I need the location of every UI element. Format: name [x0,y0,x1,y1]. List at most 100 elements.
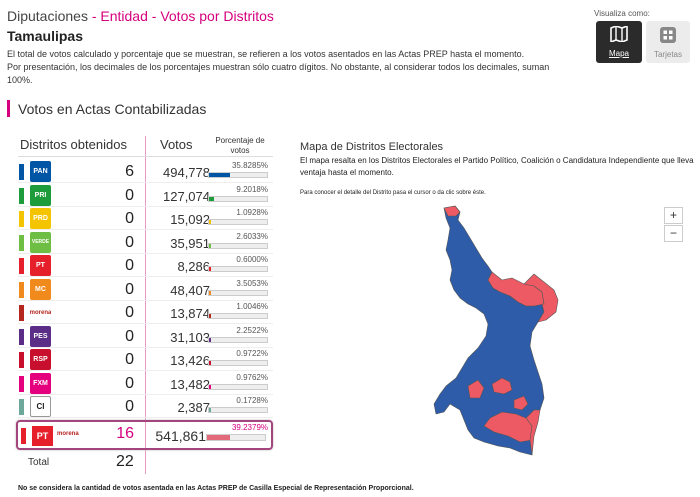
row-porcentaje: 3.5053% [236,278,268,288]
row-progress-track [208,336,268,343]
party-color-strip [19,352,24,368]
map-description: El mapa resalta en los Distritos Elector… [300,156,694,177]
winner-row[interactable]: PT morena 16 541,861 39.2379% [16,420,273,450]
party-color-strip [21,428,26,444]
description-line1: El total de votos calculado y porcentaje… [7,49,525,59]
breadcrumb-entidad[interactable]: Entidad [100,8,148,24]
zoom-in-button[interactable]: + [664,207,683,224]
party-color-strip [19,281,24,298]
party-logo-icon: morena [30,302,51,323]
row-progress-fill [209,290,212,295]
row-progress-fill [209,408,211,412]
row-porcentaje: 0.1728% [236,396,268,405]
party-logo-icon: FXM [30,372,51,394]
row-progress-track [208,195,268,202]
row-progress-track [208,219,268,225]
party-logo-icon: MC [30,278,51,300]
row-porcentaje: 0.9722% [236,349,268,358]
column-divider [145,136,146,474]
row-progress-fill [209,314,211,318]
row-progress-track [208,266,268,272]
row-porcentaje: 2.6033% [236,231,268,241]
total-label: Total [28,457,50,468]
row-distritos: 6 [125,163,134,180]
row-progress-track [208,172,268,178]
table-row[interactable]: PT 0 8,286 0.6000% [18,254,273,277]
table-row[interactable]: morena 0 13,874 1.0046% [18,301,273,324]
breadcrumb-diputaciones[interactable]: Diputaciones [7,8,88,24]
party-logo-icon: PRI [30,184,51,206]
party-color-strip [19,187,24,204]
row-votos: 2,387 [177,400,210,415]
row-votos: 48,407 [170,282,210,298]
winner-progress-fill [207,435,230,440]
header-distritos: Distritos obtenidos [20,137,127,152]
total-value: 22 [116,453,134,470]
row-votos: 494,778 [163,165,210,180]
tamaulipas-district-map [433,205,559,456]
row-votos: 8,286 [177,259,210,274]
row-progress-fill [209,196,215,201]
party-logo-icon: PRD [30,208,51,229]
table-row[interactable]: RSP 0 13,426 0.9722% [18,348,273,371]
table-row[interactable]: PAN 6 494,778 35.8285% [18,160,273,183]
party-logo-icon: CI [30,396,51,417]
view-cards-button[interactable]: Tarjetas [646,21,690,63]
party-color-strip [19,328,24,345]
view-map-button[interactable]: Mapa [596,21,642,63]
row-distritos: 0 [125,374,134,392]
visualiza-label: Visualiza como: [594,9,650,18]
row-progress-fill [209,361,211,365]
winner-distritos: 16 [116,425,134,442]
winner-progress-track [206,434,266,441]
row-progress-fill [209,267,211,271]
row-progress-track [208,407,268,413]
row-progress-fill [209,384,211,389]
breadcrumb-separator: - [87,8,101,24]
district-map-area[interactable] [443,205,461,217]
table-row[interactable]: PRI 0 127,074 9.2018% [18,184,273,207]
district-map-area[interactable] [523,273,559,323]
row-progress-fill [209,173,230,177]
row-distritos: 0 [125,257,134,274]
party-logo-icon: PAN [30,161,51,182]
row-progress-fill [209,243,211,248]
view-map-label: Mapa [608,49,629,58]
row-votos: 127,074 [163,188,210,204]
breadcrumb-separator: - [147,8,161,24]
row-porcentaje: 1.0046% [236,302,268,311]
table-row[interactable]: PRD 0 15,092 1.0928% [18,207,273,230]
section-accent [7,100,10,117]
row-porcentaje: 0.6000% [236,255,268,264]
table-row[interactable]: PES 0 31,103 2.2522% [18,325,273,348]
zoom-out-button[interactable]: − [664,225,683,242]
map-title: Mapa de Distritos Electorales [300,141,444,153]
winner-porcentaje: 39.2379% [231,423,268,432]
district-map-area[interactable] [487,271,545,307]
row-distritos: 0 [125,210,134,227]
table-row[interactable]: VERDE 0 35,951 2.6033% [18,231,273,254]
party-color-strip [19,305,24,321]
party-color-strip [19,234,24,251]
row-progress-track [208,289,268,296]
map-hint: Para conocer el detalle del Distrito pas… [300,190,486,196]
row-distritos: 0 [125,304,134,321]
district-map-area[interactable] [513,395,529,411]
row-porcentaje: 1.0928% [236,208,268,217]
party-logo-icon: PT [30,255,51,276]
district-map-area[interactable] [467,379,485,399]
row-progress-fill [209,220,211,224]
table-row[interactable]: FXM 0 13,482 0.9762% [18,372,273,395]
district-map-area[interactable] [491,377,513,395]
table-row[interactable]: MC 0 48,407 3.5053% [18,278,273,301]
row-distritos: 0 [125,327,134,345]
header-votos: Votos [160,137,193,152]
row-distritos: 0 [125,186,134,204]
description: El total de votos calculado y porcentaje… [7,48,567,87]
map-icon [596,24,642,47]
district-map-area[interactable] [525,409,541,456]
grid-icon [646,27,690,48]
table-row[interactable]: CI 0 2,387 0.1728% [18,395,273,418]
row-progress-track [208,360,268,366]
breadcrumb: Diputaciones - Entidad - Votos por Distr… [7,8,274,24]
